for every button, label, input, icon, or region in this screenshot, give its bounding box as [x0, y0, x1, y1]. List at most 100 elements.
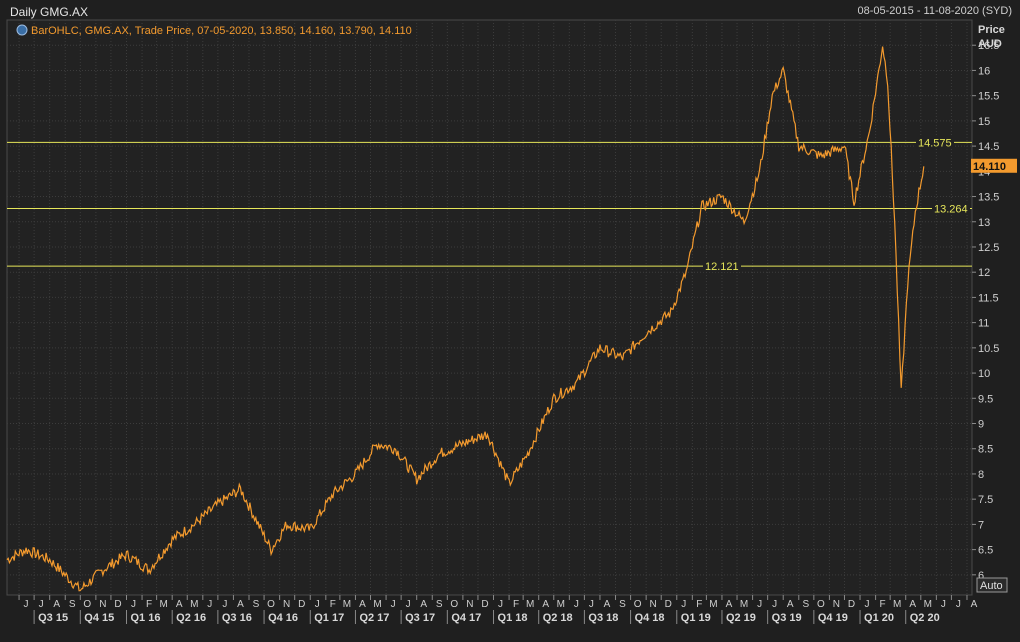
x-month-label: J [757, 599, 762, 610]
x-month-label: J [39, 599, 44, 610]
x-month-label: F [146, 599, 152, 610]
x-month-label: J [207, 599, 212, 610]
price-series-line [6, 46, 925, 592]
x-month-label: N [99, 599, 106, 610]
chart-title: Daily GMG.AX [10, 5, 89, 19]
last-price-badge: 14.110 [971, 158, 1017, 173]
y-tick-label: 6 [978, 570, 984, 582]
x-month-label: M [159, 599, 167, 610]
x-quarter-label: Q1 16 [130, 612, 160, 624]
x-month-label: J [406, 599, 411, 610]
x-month-label: A [787, 599, 794, 610]
x-month-label: F [696, 599, 702, 610]
x-month-label: M [740, 599, 748, 610]
date-range: 08-05-2015 - 11-08-2020 (SYD) [857, 5, 1013, 17]
auto-button-label: Auto [980, 580, 1003, 592]
x-month-label: O [83, 599, 91, 610]
x-quarter-label: Q3 16 [222, 612, 252, 624]
x-month-label: M [557, 599, 565, 610]
y-tick-label: 9 [978, 419, 984, 431]
x-quarter-label: Q1 20 [864, 612, 894, 624]
reference-line-label: 12.121 [705, 261, 739, 273]
x-month-label: J [865, 599, 870, 610]
x-quarter-label: Q4 16 [268, 612, 298, 624]
series-layer [6, 46, 925, 592]
x-quarter-label: Q2 19 [726, 612, 756, 624]
x-month-label: M [373, 599, 381, 610]
y-tick-label: 8.5 [978, 444, 993, 456]
legend[interactable]: BarOHLC, GMG.AX, Trade Price, 07-05-2020… [16, 24, 412, 37]
y-tick-label: 15 [978, 116, 990, 128]
x-quarter-label: Q3 18 [588, 612, 618, 624]
x-month-label: J [498, 599, 503, 610]
legend-text: BarOHLC, GMG.AX, Trade Price, 07-05-2020… [31, 25, 412, 37]
x-month-label: S [802, 599, 809, 610]
x-quarter-label: Q4 19 [818, 612, 848, 624]
x-month-label: J [131, 599, 136, 610]
x-month-label: J [391, 599, 396, 610]
y-tick-label: 7 [978, 519, 984, 531]
series-settings-icon[interactable] [16, 24, 28, 36]
y-tick-label: 11 [978, 318, 989, 330]
x-month-label: A [53, 599, 60, 610]
grid [7, 20, 972, 595]
x-month-label: S [253, 599, 260, 610]
x-month-label: D [298, 599, 305, 610]
x-month-label: A [909, 599, 916, 610]
x-quarter-label: Q3 15 [38, 612, 68, 624]
reference-label-bg [703, 259, 741, 273]
x-month-label: M [190, 599, 198, 610]
x-month-label: M [709, 599, 717, 610]
y-tick-label: 10.5 [978, 343, 999, 355]
x-month-label: O [817, 599, 825, 610]
x-month-label: M [343, 599, 351, 610]
y-tick-label: 16 [978, 65, 990, 77]
x-month-label: O [634, 599, 642, 610]
x-month-label: A [359, 599, 366, 610]
x-month-label: O [267, 599, 275, 610]
x-month-label: M [924, 599, 932, 610]
x-month-label: N [833, 599, 840, 610]
auto-scale-button[interactable]: Auto [976, 577, 1008, 593]
y-axis: 6 6.5 7 7.5 8 8.5 9 9.5 10 10.5 11 11.5 12 12.5 13 13.5… [972, 40, 999, 582]
x-month-label: N [650, 599, 657, 610]
y-tick-label: 12 [978, 267, 990, 279]
x-month-label: O [450, 599, 458, 610]
reference-line-label: 13.264 [934, 203, 968, 215]
x-quarter-label: Q2 18 [543, 612, 573, 624]
x-quarter-label: Q1 19 [681, 612, 711, 624]
y-tick-label: 13 [978, 217, 990, 229]
y-tick-label: 16.5 [978, 40, 999, 52]
x-month-label: A [420, 599, 427, 610]
x-month-label: A [176, 599, 183, 610]
x-month-label: D [481, 599, 488, 610]
x-month-label: J [24, 599, 29, 610]
x-quarter-label: Q3 17 [405, 612, 435, 624]
x-month-label: S [619, 599, 626, 610]
x-month-label: J [772, 599, 777, 610]
x-quarter-label: Q2 20 [910, 612, 940, 624]
reference-label-bg [932, 201, 970, 215]
x-quarter-label: Q2 17 [359, 612, 389, 624]
x-month-label: A [237, 599, 244, 610]
x-month-label: J [222, 599, 227, 610]
x-month-label: J [315, 599, 320, 610]
x-month-label: A [726, 599, 733, 610]
x-month-label: D [665, 599, 672, 610]
y-tick-label: 10 [978, 368, 990, 380]
reference-line-label: 14.575 [918, 137, 952, 149]
x-month-label: J [589, 599, 594, 610]
y-tick-label: 14.5 [978, 141, 999, 153]
x-month-label: M [893, 599, 901, 610]
x-month-label: M [526, 599, 534, 610]
x-month-label: A [542, 599, 549, 610]
x-month-label: A [604, 599, 611, 610]
x-month-label: N [466, 599, 473, 610]
y-tick-label: 12.5 [978, 242, 999, 254]
x-month-label: N [283, 599, 290, 610]
x-quarter-label: Q4 15 [84, 612, 114, 624]
x-quarter-label: Q1 18 [498, 612, 528, 624]
